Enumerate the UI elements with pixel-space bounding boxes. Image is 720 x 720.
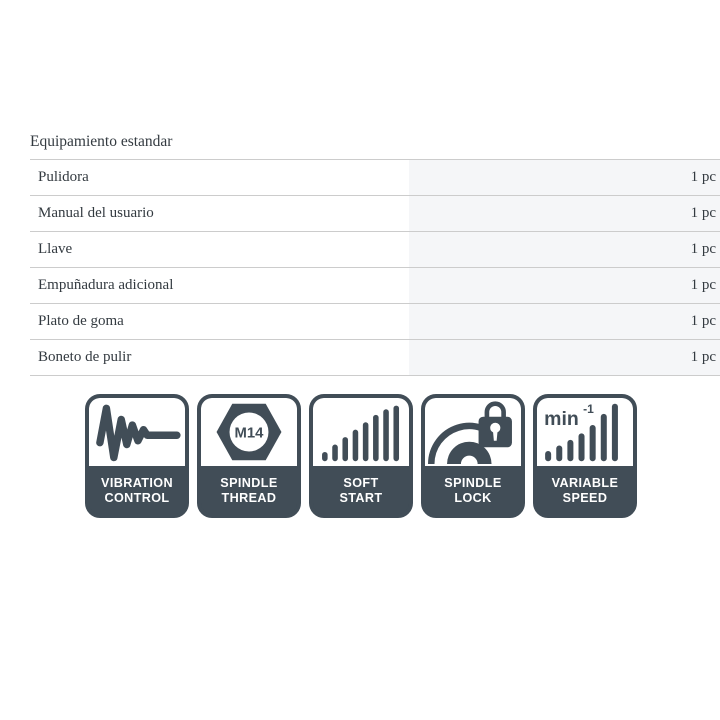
equipment-item-name: Boneto de pulir [30,339,409,376]
feature-badge-label: SOFT START [339,475,383,505]
feature-badge-spindle-lock: SPINDLE LOCK [421,394,525,518]
equipment-item-qty: 1 pc [409,339,720,376]
table-row: Plato de goma 1 pc [30,303,720,340]
m14-label: M14 [235,426,265,442]
feature-badge-label: VARIABLE SPEED [551,475,619,505]
equipment-item-name: Empuñadura adicional [30,267,409,304]
equipment-table-title: Equipamiento estandar [30,133,173,150]
hex-nut-icon: M14 [201,398,297,466]
equipment-item-name: Plato de goma [30,303,409,340]
table-row: Manual del usuario 1 pc [30,195,720,232]
equipment-item-qty: 1 pc [409,195,720,232]
table-row: Pulidora 1 pc [30,159,720,196]
equipment-item-qty: 1 pc [409,159,720,196]
feature-badges-row: VIBRATION CONTROL M14 SPINDLE THREAD [85,394,637,518]
min-unit-label: min [544,408,579,430]
min-unit-exponent: -1 [583,402,594,416]
feature-badge-label: SPINDLE THREAD [220,475,278,505]
equipment-item-qty: 1 pc [409,267,720,304]
table-row: Boneto de pulir 1 pc [30,339,720,376]
equipment-item-qty: 1 pc [409,231,720,268]
table-row: Empuñadura adicional 1 pc [30,267,720,304]
table-row: Llave 1 pc [30,231,720,268]
equipment-section: Equipamiento estandar Pulidora 1 pc Manu… [30,131,720,376]
disc-padlock-icon [425,398,521,466]
feature-badge-label: VIBRATION CONTROL [101,475,173,505]
feature-badge-vibration-control: VIBRATION CONTROL [85,394,189,518]
vibration-waveform-icon [89,398,185,466]
rising-bars-icon: min -1 [537,398,633,466]
feature-badge-label: SPINDLE LOCK [444,475,502,505]
rising-bars-icon [313,398,409,466]
equipment-item-qty: 1 pc [409,303,720,340]
feature-badge-spindle-thread: M14 SPINDLE THREAD [197,394,301,518]
equipment-item-name: Llave [30,231,409,268]
feature-badge-variable-speed: min -1 VARIABLE SPEED [533,394,637,518]
equipment-item-name: Manual del usuario [30,195,409,232]
feature-badge-soft-start: SOFT START [309,394,413,518]
equipment-item-name: Pulidora [30,159,409,196]
equipment-table: Pulidora 1 pc Manual del usuario 1 pc Ll… [30,159,720,376]
